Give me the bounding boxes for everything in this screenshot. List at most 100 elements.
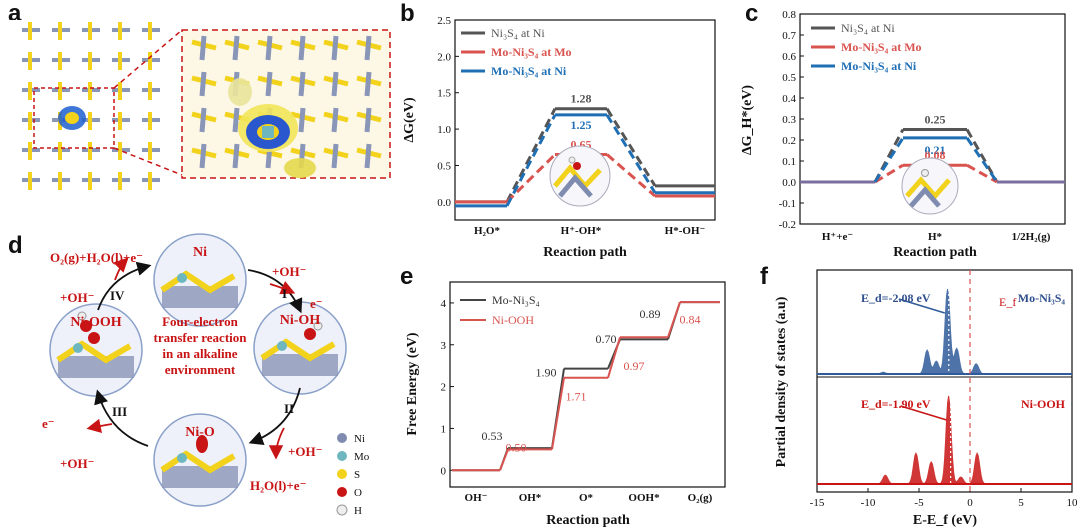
xtick-b-1: H⁺-OH* [561,225,602,237]
state-label-1: Ni-OH [280,313,321,328]
c-datalabel-1: 0.21 [925,143,946,157]
ylabel-b: ΔG(eV) [402,97,417,143]
xtick-e-0: OH⁻ [465,492,488,504]
ytick-e-yticks-1: 1 [441,423,447,435]
ytick-c-yticks-7: 0.5 [782,72,796,84]
label-right-e-out: e⁻ [310,296,323,311]
state-label-0: Ni [193,245,207,260]
step-II: II [284,401,294,416]
ytick-e-yticks-0: 0 [441,465,447,477]
xtick-f-1: -10 [861,497,876,509]
c-link-1-0 [874,163,904,184]
ytick-c-yticks-6: 0.4 [782,93,796,105]
ylabel-c: ΔG_H*(eV) [740,85,755,156]
state-ni-ooh: Ni-OOH [49,303,143,397]
ytick-b-yticks-4: 1.5 [437,88,451,100]
b-link-0-1 [605,107,657,187]
xtick-e-2: O* [579,492,594,504]
crystal-overview-image [10,20,160,195]
state-ni: Ni [153,233,247,327]
chart-e: 0 1 2 3 4 OH⁻ OH* O* OOH* O₂(g) 0.53 1.90 0.70 0.89… [405,281,726,528]
label-left-oh-in: +OH⁻ [60,290,95,305]
xtick-c-0: H⁺+e⁻ [822,231,854,243]
inset-structure-b [549,145,611,207]
crystal-zoom-image [181,29,391,179]
atom-legend: Ni Mo S O H [336,433,370,517]
c-datalabel-0: 0.25 [925,113,946,127]
ytick-c-yticks-0: -0.2 [779,219,796,231]
c-link-0-0 [873,128,905,183]
cycle-center-text: Four-electron transfer reaction in an al… [153,314,247,377]
xlabel-b: Reaction path [543,245,627,260]
chart-f: -15 -10 -5 0 5 10 Partial density of states (… [774,269,1078,528]
legend-e-item-1: Ni-OOH [492,313,534,327]
e-darklabel-1: 1.90 [536,366,557,380]
c-link-2-1 [965,137,999,183]
xtick-f-3: 0 [967,497,973,509]
legend-b-item-0: Ni₃S₄ at Ni [491,26,545,40]
ytick-e-yticks-3: 3 [441,340,447,352]
b-link-2-0 [505,114,557,207]
xtick-f-2: -5 [914,497,924,509]
label-h2o-out: H₂O(l)+e⁻ [250,478,306,493]
b-datalabel-0: 1.28 [571,92,592,106]
ytick-e-yticks-2: 2 [441,382,447,394]
b-link-1-1 [606,153,656,198]
fermi-label-f: E_f [999,295,1016,309]
series-label-f-1: Ni-OOH [1021,397,1066,411]
ytick-c-yticks-5: 0.3 [782,114,796,126]
legend-b: Ni₃S₄ at Ni Mo-Ni₃S₄ at Mo Mo-Ni₃S₄ at N… [461,26,572,78]
b-link-0-0 [505,108,557,203]
e-darklabel-0: 0.53 [482,429,503,443]
label-right-oh-in: +OH⁻ [272,264,307,279]
state-ni-o: Ni-O [153,413,247,507]
legend-e: Mo-Ni₃S₄ Ni-OOH [460,293,540,327]
ytick-b-yticks-6: 2.5 [437,15,451,27]
ytick-c-yticks-2: 0.0 [782,177,796,189]
legend-b-item-1: Mo-Ni₃S₄ at Mo [491,45,572,59]
ytick-c-yticks-10: 0.8 [782,9,796,21]
svg-text:Mo: Mo [354,451,370,463]
panel-label-f: f [760,263,768,290]
label-o2-out: O₂(g)+H₂O(l)+e⁻ [50,250,143,265]
inset-structure-c [901,157,959,215]
panel-label-c: c [745,0,759,27]
svg-text:environment: environment [165,362,236,377]
chart-b: 0.0 0.5 1.0 1.5 2.0 2.5 H₂O* H⁺-OH* H*-OH⁻ 1.28… [402,15,716,260]
xtick-c-2: 1/2H₂(g) [1012,231,1051,243]
label-left-e-out: e⁻ [42,416,55,431]
ytick-b-yticks-2: 0.5 [437,160,451,172]
step-I: I [282,286,287,301]
e-darklabel-3: 0.89 [640,307,661,321]
svg-text:S: S [354,469,360,481]
label-right-bottom-oh: +OH⁻ [288,444,323,459]
xtick-e-4: O₂(g) [688,492,713,504]
ytick-c-yticks-9: 0.7 [782,30,796,42]
state-ni-oh: Ni-OH [253,301,347,395]
e-link-1-0 [499,448,509,471]
svg-text:O: O [354,487,362,499]
e-link-1-1 [551,377,565,450]
ytick-c-yticks-3: 0.1 [782,156,796,168]
plot-frame-f [816,269,1073,493]
e-redlabel-2: 0.97 [624,359,645,373]
b-datalabel-1: 1.25 [571,118,592,132]
svg-text:Ni: Ni [354,433,365,445]
ytick-c-yticks-8: 0.6 [782,51,796,63]
state-label-2: Ni-O [185,425,215,440]
legend-c: Ni₃S₄ at Ni Mo-Ni₃S₄ at Mo Mo-Ni₃S₄ at N… [811,21,922,73]
legend-c-item-1: Mo-Ni₃S₄ at Mo [841,40,922,54]
svg-text:Four-electron: Four-electron [162,314,239,329]
state-label-3: Ni-OOH [70,315,121,330]
ylabel-e: Free Energy (eV) [405,332,420,435]
ytick-c-yticks-4: 0.2 [782,135,796,147]
dband-label-f-0: E_d=-2.08 eV [861,291,931,305]
xtick-f-4: 5 [1018,497,1024,509]
svg-text:H: H [354,505,362,517]
ytick-e-yticks-4: 4 [441,298,447,310]
plot-frame-e [449,281,726,488]
b-link-1-0 [505,153,557,203]
panel-label-b: b [400,0,415,27]
ytick-b-yticks-1: 0.0 [437,197,451,209]
panel-label-e: e [400,263,414,290]
